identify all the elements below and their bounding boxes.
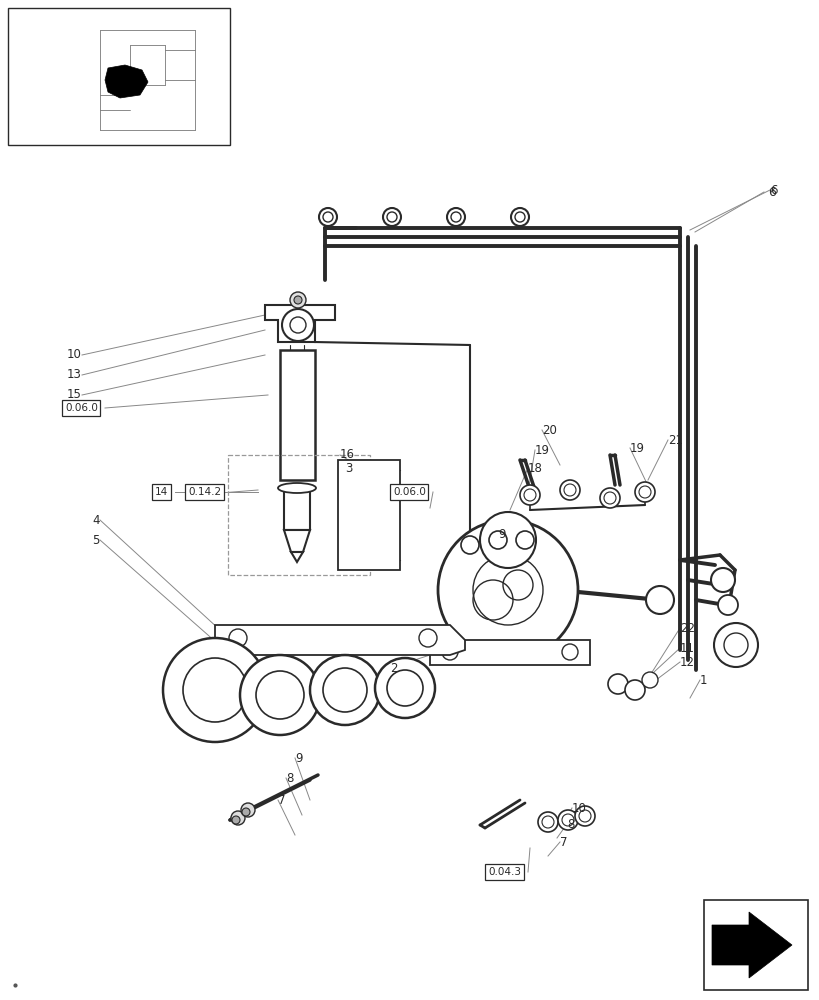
Text: 7: 7	[559, 836, 567, 848]
Circle shape	[450, 212, 460, 222]
Circle shape	[607, 674, 627, 694]
Circle shape	[510, 208, 528, 226]
Bar	[283, 488, 310, 530]
Circle shape	[242, 808, 250, 816]
Text: 0.14.2: 0.14.2	[188, 487, 221, 497]
Text: 20: 20	[541, 424, 556, 436]
Circle shape	[387, 212, 396, 222]
Circle shape	[557, 810, 577, 830]
Text: 0.04.3: 0.04.3	[487, 867, 520, 877]
Bar	[429, 640, 590, 665]
Circle shape	[241, 803, 255, 817]
Circle shape	[559, 480, 579, 500]
Circle shape	[231, 811, 245, 825]
Polygon shape	[283, 530, 310, 552]
Text: 0.06.0: 0.06.0	[392, 487, 425, 497]
Circle shape	[294, 296, 301, 304]
Text: 2: 2	[390, 662, 397, 674]
Text: 14: 14	[155, 487, 168, 497]
Circle shape	[374, 658, 434, 718]
Text: 21: 21	[667, 434, 682, 446]
Text: 5: 5	[93, 534, 100, 546]
Circle shape	[479, 512, 536, 568]
Circle shape	[537, 812, 557, 832]
Polygon shape	[105, 65, 147, 98]
Circle shape	[437, 520, 577, 660]
Circle shape	[446, 208, 464, 226]
Text: 19: 19	[629, 442, 645, 454]
Bar	[337, 460, 400, 570]
Bar	[8, 8, 229, 145]
Circle shape	[163, 638, 267, 742]
Circle shape	[717, 595, 737, 615]
Circle shape	[382, 208, 400, 226]
Circle shape	[634, 482, 654, 502]
Text: 18: 18	[527, 462, 542, 475]
Circle shape	[290, 292, 305, 308]
Text: 0.06.0: 0.06.0	[65, 403, 97, 413]
Text: 12: 12	[679, 656, 695, 668]
Polygon shape	[711, 912, 791, 978]
Text: 8: 8	[286, 772, 293, 784]
Text: 16: 16	[340, 448, 355, 462]
Text: 4: 4	[93, 514, 100, 526]
Circle shape	[645, 586, 673, 614]
Circle shape	[514, 212, 524, 222]
Text: 19: 19	[534, 444, 550, 456]
Text: 11: 11	[679, 642, 695, 654]
Circle shape	[641, 672, 657, 688]
Circle shape	[310, 655, 379, 725]
Circle shape	[574, 806, 595, 826]
Text: 9: 9	[295, 752, 302, 764]
Circle shape	[713, 623, 757, 667]
Text: 22: 22	[679, 621, 695, 635]
Text: 10: 10	[67, 349, 82, 361]
Circle shape	[519, 485, 540, 505]
Text: 17: 17	[195, 488, 210, 502]
Polygon shape	[291, 552, 303, 562]
Circle shape	[232, 816, 240, 824]
Polygon shape	[265, 305, 335, 342]
Text: 6: 6	[769, 184, 776, 196]
Ellipse shape	[278, 483, 315, 493]
Circle shape	[240, 655, 319, 735]
Text: 9: 9	[497, 528, 505, 542]
Circle shape	[600, 488, 619, 508]
Text: 7: 7	[278, 794, 285, 806]
Polygon shape	[215, 625, 464, 655]
Text: 10: 10	[572, 802, 586, 814]
Circle shape	[624, 680, 645, 700]
Text: 1: 1	[699, 674, 707, 686]
Circle shape	[319, 208, 337, 226]
Text: 8: 8	[566, 818, 573, 830]
Circle shape	[460, 536, 478, 554]
Circle shape	[710, 568, 734, 592]
Bar	[279, 350, 314, 480]
Circle shape	[323, 212, 333, 222]
Text: 13: 13	[67, 368, 82, 381]
Bar	[228, 455, 369, 575]
Text: 6: 6	[767, 186, 775, 198]
Text: 3: 3	[345, 462, 352, 475]
Text: 15: 15	[67, 388, 82, 401]
Bar	[704, 900, 807, 990]
Circle shape	[488, 531, 506, 549]
Circle shape	[515, 531, 533, 549]
